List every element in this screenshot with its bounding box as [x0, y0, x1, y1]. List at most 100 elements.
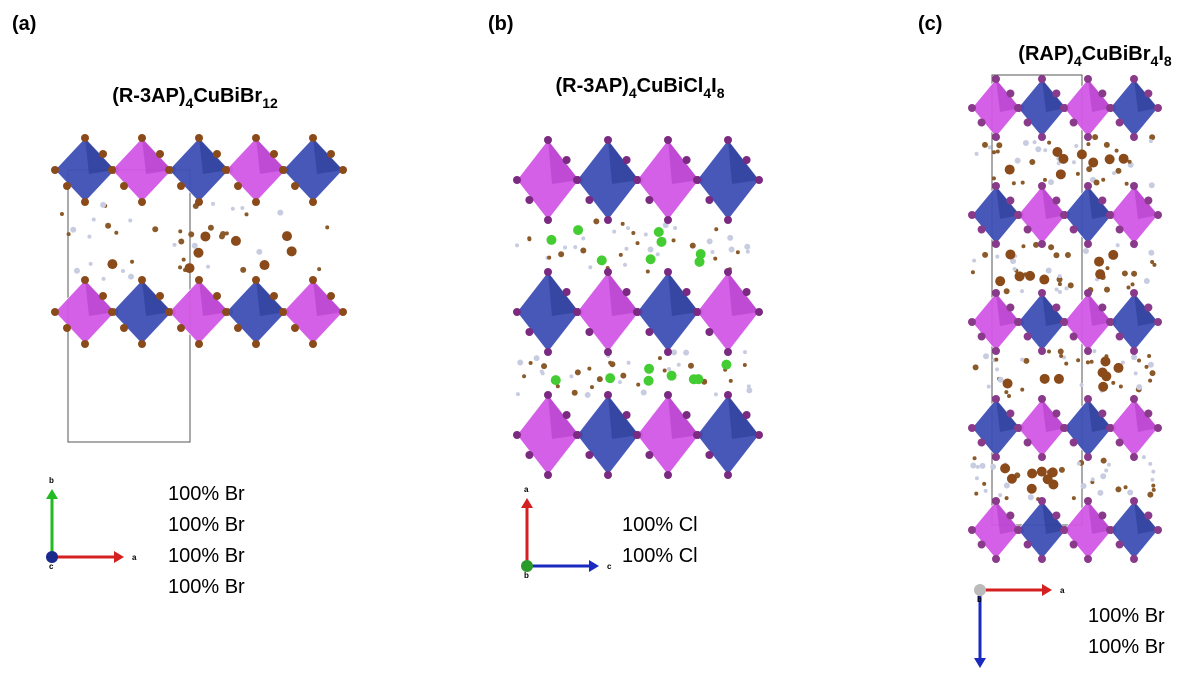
halide-atom: [992, 395, 1000, 403]
halide-atom: [513, 308, 521, 316]
halide-atom: [563, 288, 571, 296]
halide-atom: [1052, 197, 1060, 205]
organic-atom: [1080, 383, 1084, 387]
formula-part: (R-3AP): [112, 85, 185, 107]
organic-atom: [996, 142, 1002, 148]
organic-atom: [729, 247, 735, 253]
organic-atom: [988, 145, 992, 149]
halide-atom: [683, 288, 691, 296]
organic-atom: [1046, 268, 1052, 274]
halide-atom: [525, 196, 533, 204]
organic-atom: [987, 385, 991, 389]
axis-label: a: [524, 485, 529, 494]
organic-atom: [178, 265, 182, 269]
organic-atom: [569, 374, 573, 378]
organic-atom: [746, 387, 752, 393]
organic-atom: [984, 489, 988, 493]
halide-atom: [222, 166, 230, 174]
organic-atom: [746, 250, 750, 254]
organic-atom: [1035, 146, 1041, 152]
organic-atom: [1020, 289, 1024, 293]
halide-atom: [1098, 90, 1106, 98]
organic-atom: [1058, 282, 1062, 286]
organic-atom: [1136, 384, 1142, 390]
organic-atom: [1043, 178, 1047, 182]
organic-atom: [1151, 484, 1155, 488]
halide-atom: [978, 541, 986, 549]
halide-atom: [1014, 211, 1022, 219]
halide-ion: [1015, 271, 1025, 281]
halide-atom: [339, 166, 347, 174]
halide-atom: [992, 75, 1000, 83]
organic-atom: [713, 257, 717, 261]
halide-atom: [1052, 512, 1060, 520]
halide-atom: [664, 391, 672, 399]
halide-atom: [1070, 439, 1078, 447]
organic-atom: [182, 258, 186, 262]
halide-atom: [968, 211, 976, 219]
organic-atom: [982, 142, 988, 148]
organic-atom: [1023, 358, 1029, 364]
halide-atom: [623, 156, 631, 164]
halide-atom: [1060, 424, 1068, 432]
halide-atom: [633, 308, 641, 316]
crystal-structure: [513, 136, 763, 479]
organic-atom: [1021, 181, 1025, 185]
halide-atom: [1024, 333, 1032, 341]
organic-atom: [1059, 467, 1065, 473]
organic-atom: [121, 269, 125, 273]
halide-atom: [585, 196, 593, 204]
halide-atom: [968, 424, 976, 432]
organic-atom: [1076, 172, 1080, 176]
halide-ion: [1077, 149, 1087, 159]
organic-atom: [990, 464, 996, 470]
organic-atom: [1023, 140, 1029, 146]
organic-atom: [206, 265, 210, 269]
halide-atom: [544, 216, 552, 224]
composition: 100% Br: [1088, 605, 1165, 627]
organic-atom: [585, 392, 591, 398]
organic-atom: [597, 376, 603, 382]
organic-atom: [100, 202, 106, 208]
halide-atom: [968, 318, 976, 326]
halide-atom: [755, 431, 763, 439]
halide-ion: [1048, 467, 1058, 477]
halide-atom: [604, 348, 612, 356]
organic-atom: [522, 374, 526, 378]
halide-atom: [978, 439, 986, 447]
halide-atom: [1070, 333, 1078, 341]
organic-atom: [636, 383, 640, 387]
halide-atom: [279, 166, 287, 174]
halide-atom: [693, 176, 701, 184]
structure-title: (RAP)4CuBiBr4I8: [1018, 43, 1172, 69]
organic-atom: [618, 380, 622, 384]
halide-atom: [138, 134, 146, 142]
halide-ion: [1113, 363, 1123, 373]
organic-atom: [575, 369, 581, 375]
halide-atom: [1038, 289, 1046, 297]
organic-atom: [1047, 350, 1051, 354]
organic-atom: [1134, 371, 1138, 375]
halide-atom: [1130, 555, 1138, 563]
organic-atom: [1065, 252, 1071, 258]
halide-atom: [573, 431, 581, 439]
organic-atom: [1122, 270, 1128, 276]
halide-atom: [1038, 347, 1046, 355]
halide-ion: [287, 246, 297, 256]
halide-atom: [724, 471, 732, 479]
halide-atom: [1130, 182, 1138, 190]
halide-atom: [1024, 226, 1032, 234]
halide-atom: [1106, 424, 1114, 432]
organic-atom: [1105, 266, 1109, 270]
organic-atom: [710, 250, 714, 254]
halide-atom: [544, 268, 552, 276]
formula-part: (RAP): [1018, 43, 1074, 65]
axis-arrowhead: [974, 658, 986, 668]
axis-label: b: [524, 571, 529, 580]
axis-label: b: [977, 595, 982, 604]
halide-ion: [1027, 484, 1037, 494]
halide-atom: [1084, 395, 1092, 403]
organic-atom: [256, 249, 262, 255]
organic-atom: [658, 356, 662, 360]
halide-atom: [992, 555, 1000, 563]
